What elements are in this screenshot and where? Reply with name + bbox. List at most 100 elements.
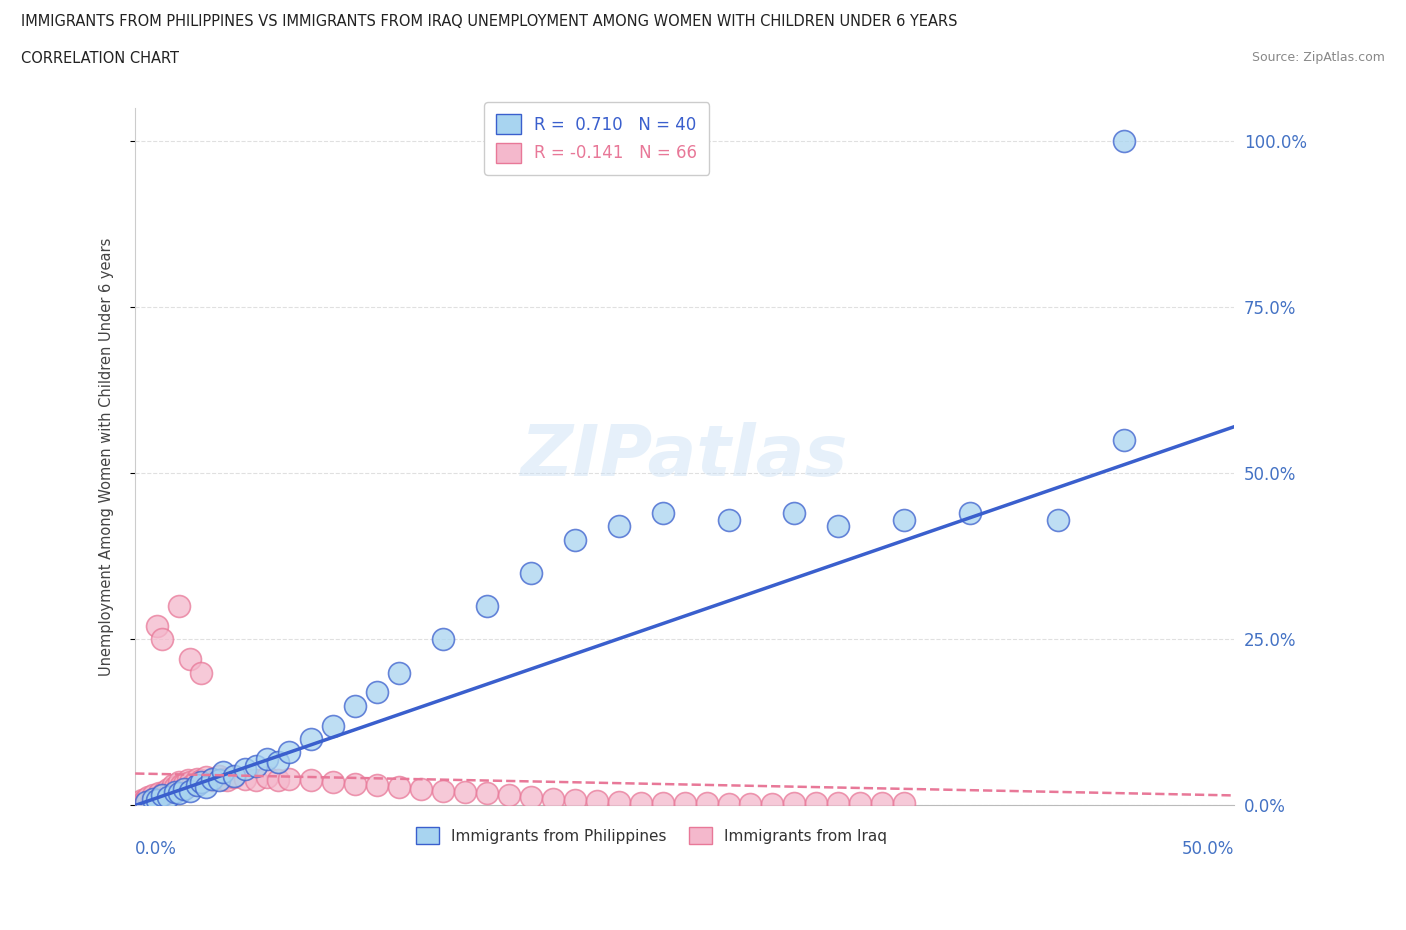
Point: [162, 778, 184, 793]
Point: [128, 794, 150, 809]
Point: [322, 775, 344, 790]
Point: [299, 773, 322, 788]
Point: [872, 796, 894, 811]
Point: [179, 652, 201, 667]
Point: [717, 797, 740, 812]
Point: [585, 794, 607, 809]
Point: [717, 512, 740, 527]
Point: [157, 790, 180, 804]
Point: [607, 794, 630, 809]
Point: [498, 788, 520, 803]
Point: [135, 794, 157, 809]
Point: [208, 768, 231, 783]
Point: [135, 791, 157, 806]
Point: [163, 779, 186, 794]
Point: [150, 788, 173, 803]
Point: [761, 797, 783, 812]
Point: [322, 718, 344, 733]
Point: [146, 790, 169, 804]
Point: [278, 771, 301, 786]
Point: [157, 781, 180, 796]
Point: [201, 773, 224, 788]
Point: [475, 599, 498, 614]
Point: [519, 565, 541, 580]
Point: [256, 770, 278, 785]
Point: [673, 796, 696, 811]
Point: [190, 773, 212, 788]
Text: IMMIGRANTS FROM PHILIPPINES VS IMMIGRANTS FROM IRAQ UNEMPLOYMENT AMONG WOMEN WIT: IMMIGRANTS FROM PHILIPPINES VS IMMIGRANT…: [21, 14, 957, 29]
Text: 0.0%: 0.0%: [135, 841, 177, 858]
Point: [245, 773, 267, 788]
Point: [131, 792, 153, 807]
Point: [173, 781, 195, 796]
Point: [139, 792, 162, 807]
Point: [167, 786, 190, 801]
Text: 50.0%: 50.0%: [1181, 841, 1234, 858]
Point: [222, 768, 245, 783]
Point: [186, 778, 208, 793]
Point: [783, 506, 806, 521]
Point: [150, 631, 173, 646]
Point: [146, 618, 169, 633]
Point: [212, 764, 235, 779]
Point: [651, 506, 673, 521]
Point: [783, 796, 806, 811]
Point: [170, 778, 193, 793]
Point: [245, 758, 267, 773]
Point: [893, 796, 915, 811]
Point: [148, 786, 170, 801]
Point: [388, 665, 411, 680]
Point: [519, 790, 541, 804]
Point: [167, 775, 190, 790]
Point: [152, 785, 174, 800]
Point: [432, 783, 454, 798]
Text: Source: ZipAtlas.com: Source: ZipAtlas.com: [1251, 51, 1385, 64]
Point: [167, 599, 190, 614]
Point: [174, 779, 197, 794]
Point: [1047, 512, 1070, 527]
Point: [959, 506, 981, 521]
Point: [388, 779, 411, 794]
Point: [366, 778, 388, 793]
Point: [827, 519, 849, 534]
Point: [278, 745, 301, 760]
Point: [1112, 134, 1135, 149]
Point: [651, 796, 673, 811]
Point: [432, 631, 454, 646]
Point: [142, 788, 165, 803]
Point: [1112, 432, 1135, 447]
Point: [166, 781, 188, 796]
Point: [146, 792, 169, 807]
Point: [343, 698, 366, 713]
Point: [233, 771, 256, 786]
Point: [564, 792, 586, 807]
Point: [186, 771, 208, 786]
Point: [181, 778, 204, 793]
Point: [409, 781, 432, 796]
Point: [366, 685, 388, 700]
Point: [630, 795, 652, 810]
Point: [194, 779, 217, 794]
Point: [454, 785, 477, 800]
Point: [696, 796, 718, 811]
Y-axis label: Unemployment Among Women with Children Under 6 years: Unemployment Among Women with Children U…: [100, 237, 114, 676]
Point: [212, 771, 235, 786]
Point: [256, 751, 278, 766]
Point: [267, 755, 290, 770]
Point: [201, 771, 224, 786]
Point: [190, 775, 212, 790]
Point: [163, 785, 186, 800]
Point: [194, 770, 217, 785]
Point: [806, 796, 828, 811]
Point: [740, 797, 762, 812]
Point: [827, 795, 849, 810]
Point: [177, 773, 200, 788]
Point: [564, 532, 586, 547]
Point: [299, 732, 322, 747]
Text: CORRELATION CHART: CORRELATION CHART: [21, 51, 179, 66]
Point: [132, 794, 155, 809]
Point: [849, 795, 872, 810]
Point: [541, 791, 564, 806]
Legend: Immigrants from Philippines, Immigrants from Iraq: Immigrants from Philippines, Immigrants …: [409, 821, 894, 850]
Point: [190, 665, 212, 680]
